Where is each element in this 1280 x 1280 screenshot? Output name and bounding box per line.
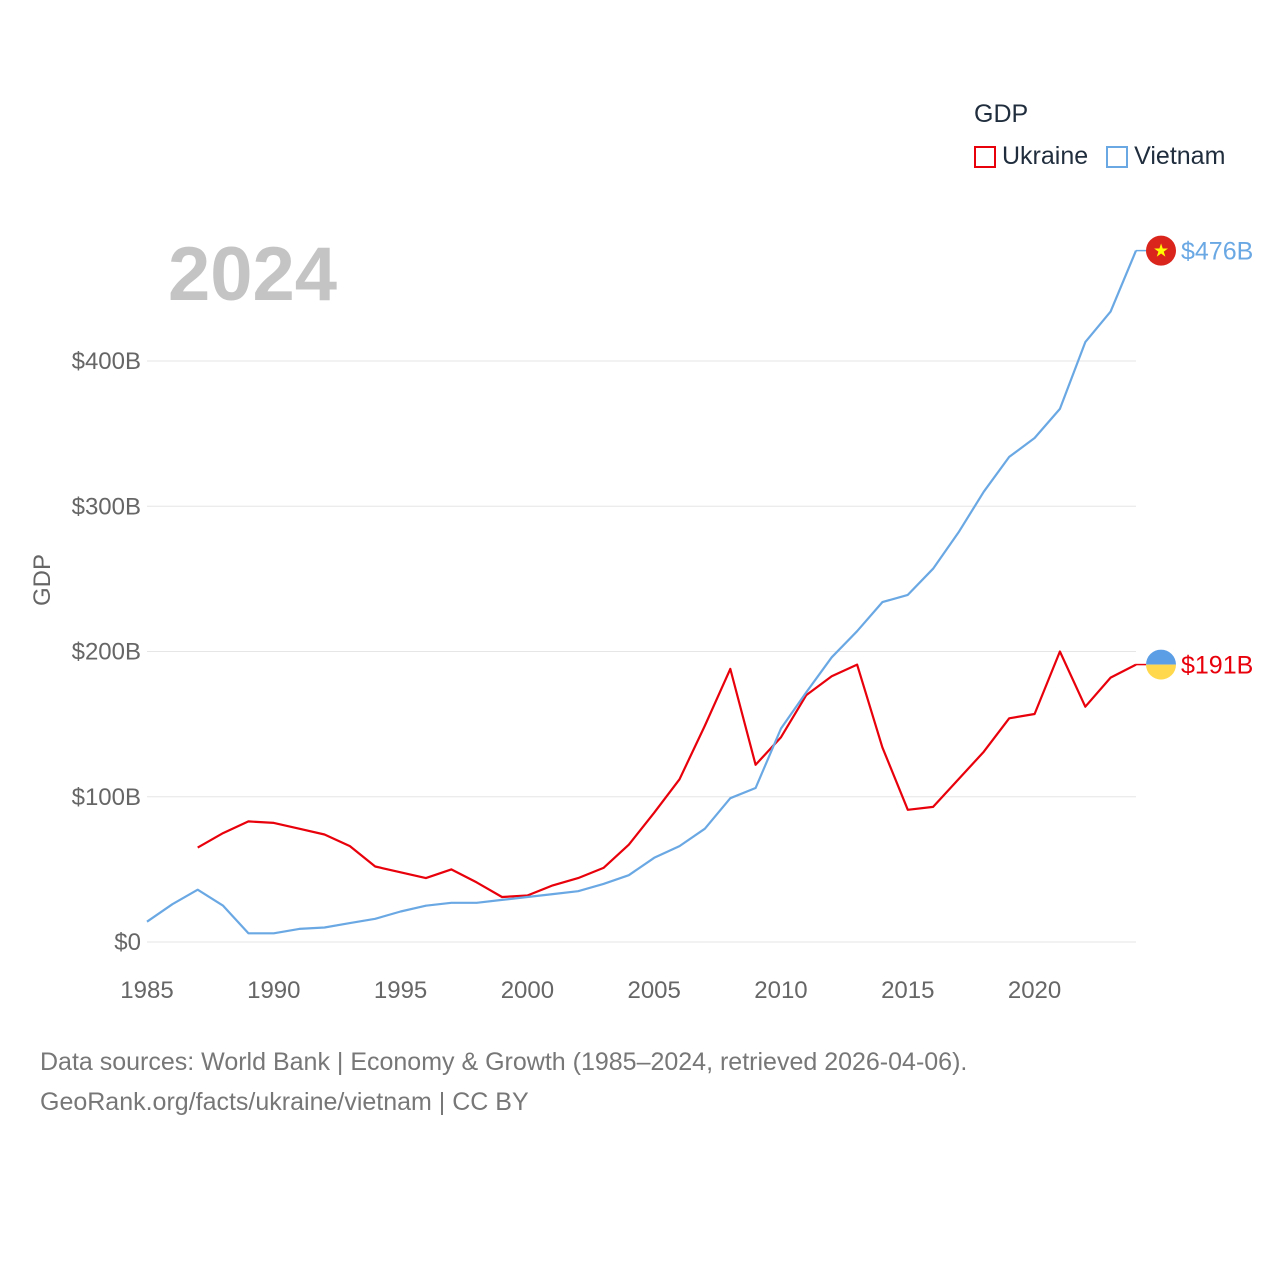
legend-title: GDP: [974, 100, 1029, 128]
legend-swatch-vietnam: [1106, 145, 1129, 168]
series-line-ukraine: [197, 650, 1137, 899]
y-tick-label: $300B: [72, 493, 141, 520]
x-tick-label: 1990: [247, 977, 300, 1004]
vietnam-flag-icon: ★: [1146, 235, 1176, 266]
legend-swatch-ukraine: [974, 145, 996, 168]
footer-link[interactable]: GeoRank.org/facts/ukraine/vietnam | CC B…: [40, 1088, 529, 1116]
y-tick-label: $100B: [72, 784, 141, 811]
x-tick-label: 2000: [501, 977, 554, 1004]
legend-item-vietnam[interactable]: Vietnam: [1106, 142, 1225, 171]
legend-label-ukraine: Ukraine: [1002, 142, 1089, 170]
ukraine-end-label: $191B: [1181, 652, 1253, 680]
x-tick-label: 1995: [374, 977, 427, 1004]
x-tick-label: 2015: [881, 977, 934, 1004]
footer: Data sources: World Bank | Economy & Gro…: [40, 1042, 967, 1122]
legend: Ukraine Vietnam: [974, 142, 1225, 171]
footer-sources: Data sources: World Bank | Economy & Gro…: [40, 1048, 968, 1076]
series-lines: [146, 249, 1146, 935]
x-tick-label: 2005: [627, 977, 680, 1004]
legend-label-vietnam: Vietnam: [1134, 142, 1226, 170]
year-label: 2024: [168, 232, 337, 317]
y-axis-ticks: $0 $100B $200B $300B $400B: [72, 348, 141, 956]
y-tick-label: $400B: [72, 348, 141, 375]
y-axis-label: GDP: [29, 554, 56, 606]
x-tick-label: 2020: [1008, 977, 1061, 1004]
y-tick-label: $200B: [72, 639, 141, 666]
x-axis-ticks: 1985 1990 1995 2000 2005 2010 2015 2020: [120, 977, 1061, 1004]
x-tick-label: 1985: [120, 977, 173, 1004]
ukraine-flag-icon: [1146, 649, 1176, 680]
series-line-vietnam: [146, 250, 1138, 935]
y-tick-label: $0: [114, 929, 141, 956]
svg-text:★: ★: [1153, 241, 1169, 262]
vietnam-end-label: $476B: [1181, 238, 1253, 266]
x-tick-label: 2010: [754, 977, 807, 1004]
legend-item-ukraine[interactable]: Ukraine: [974, 142, 1088, 171]
grid-lines: [147, 360, 1136, 943]
